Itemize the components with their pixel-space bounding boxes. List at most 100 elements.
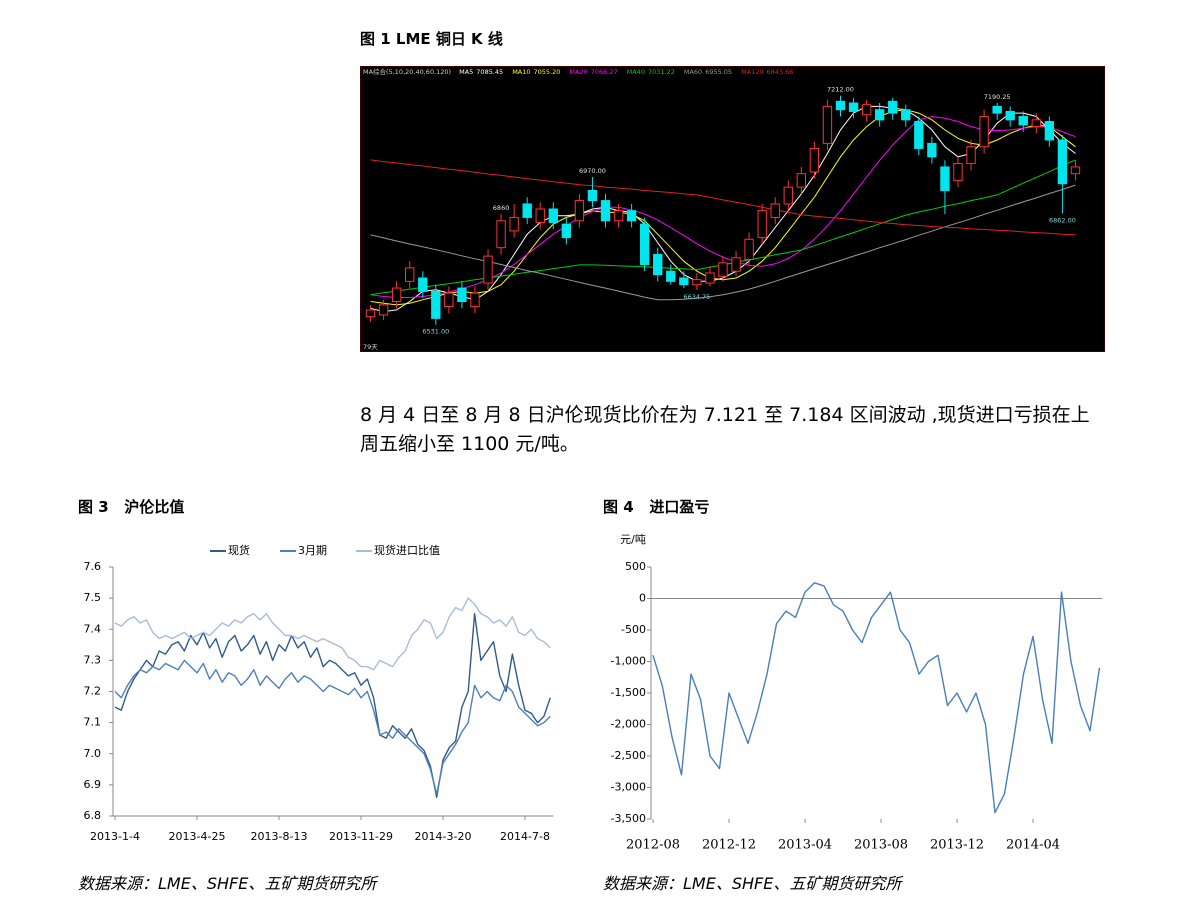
candle-body (431, 290, 441, 319)
candle-body (979, 115, 989, 148)
candle-body (1031, 119, 1041, 128)
candle-body (522, 203, 532, 218)
paragraph-line: 周五缩小至 1100 元/吨。 (360, 433, 579, 455)
legend-name: MA120 (741, 68, 763, 76)
y-tick-label: 0 (639, 592, 646, 605)
price-annotation: 7212.00 (827, 86, 854, 94)
legend-value: 7085.45 (476, 68, 503, 76)
candle-body (914, 121, 924, 149)
x-tick-label: 2013-4-25 (169, 830, 226, 843)
candle-body (509, 216, 519, 232)
series-line (114, 613, 551, 798)
legend-value: 7055.20 (534, 68, 561, 76)
y-tick-label: 7.6 (84, 560, 102, 573)
candle-body (365, 309, 376, 318)
y-tick-label: 500 (625, 560, 646, 573)
price-annotation: 6634.75 (683, 293, 710, 301)
candle-body (796, 173, 807, 188)
candle-body (966, 146, 976, 165)
candle-body (666, 270, 676, 282)
x-tick-label: 2013-08 (854, 838, 908, 853)
candle-body (418, 277, 428, 292)
candle-body (561, 223, 572, 239)
candle-body (1005, 110, 1015, 121)
y-tick-label: 7.2 (84, 685, 102, 698)
legend-value: 7066.27 (591, 68, 618, 76)
x-tick-label: 2013-1-4 (90, 830, 140, 843)
candle-body (483, 255, 493, 284)
candle-body (626, 210, 637, 222)
series-line (114, 597, 551, 671)
candle-body (705, 272, 715, 284)
series-line (652, 582, 1101, 814)
y-tick-label: -1,000 (611, 655, 646, 668)
figure-title: 图 1 LME 铜日 K 线 (360, 30, 503, 48)
candle-body (535, 208, 545, 223)
candle-body (940, 166, 950, 191)
y-tick-label: 7.1 (84, 716, 102, 729)
candle-body (548, 208, 558, 223)
candle-body (861, 104, 872, 116)
candle-body (444, 292, 454, 308)
candle-body (470, 292, 480, 308)
x-tick-label: 2012-08 (626, 838, 680, 853)
candle-body (587, 189, 598, 202)
candle-body (1018, 115, 1028, 126)
indicator-label: MA综合(5,10,20,40,60,120) (363, 67, 451, 76)
x-tick-label: 2013-11-29 (329, 830, 393, 843)
candle-body (874, 109, 885, 121)
candle-body (731, 257, 741, 272)
candle-body (574, 200, 585, 222)
legend-name: MA5 (459, 68, 473, 76)
candle-body (757, 210, 767, 239)
paragraph-line: 8 月 4 日至 8 月 8 日沪伦现货比价在为 7.121 至 7.184 区… (360, 404, 1090, 426)
x-tick-label: 2014-3-20 (415, 830, 472, 843)
y-tick-label: -2,000 (611, 718, 646, 731)
candlestick-chart: 6531.00 6970.00 6634.75 7212.00 6860 7190.25 6… (360, 66, 1105, 352)
y-tick-label: -3,000 (611, 781, 646, 794)
candle-body (391, 287, 402, 303)
source-note: 数据来源：LME、SHFE、五矿期货研究所 (603, 874, 902, 893)
legend-label: 3月期 (298, 544, 327, 557)
x-tick-label: 2013-04 (778, 838, 832, 853)
figure-title: 图 3 沪伦比值 (78, 498, 185, 516)
legend-name: MA10 (512, 68, 530, 76)
source-note: 数据来源：LME、SHFE、五矿期货研究所 (78, 874, 377, 893)
x-tick-label: 2012-12 (702, 838, 756, 853)
chart-background (360, 66, 1105, 352)
legend-value: 6843.66 (767, 68, 794, 76)
legend-name: MA20 (569, 68, 587, 76)
candle-body (679, 277, 689, 286)
candle-body (378, 304, 389, 316)
y-tick-label: -2,500 (611, 749, 646, 762)
candle-body (405, 267, 415, 282)
candle-body (600, 200, 611, 222)
candle-body (613, 210, 624, 222)
x-tick-label: 2013-12 (930, 838, 984, 853)
y-tick-label: 7.4 (84, 622, 102, 635)
candle-body (1044, 121, 1055, 141)
price-annotation: 6862.00 (1049, 216, 1076, 224)
candle-body (653, 253, 663, 276)
x-tick-label: 2014-04 (1006, 838, 1060, 853)
candle-body (639, 223, 650, 266)
price-annotation: 6860 (493, 204, 510, 212)
y-tick-label: 6.8 (84, 809, 102, 822)
y-tick-label: 6.9 (84, 778, 102, 791)
candle-body (718, 262, 728, 277)
candle-body (809, 147, 820, 173)
candle-body (783, 186, 793, 205)
x-tick-label: 2014-7-8 (500, 830, 550, 843)
candle-body (822, 105, 833, 144)
candle-body (692, 279, 702, 286)
candle-body (1070, 166, 1081, 175)
price-annotation: 6970.00 (579, 167, 606, 175)
y-axis-label: 元/吨 (620, 533, 646, 546)
period-label: 79天 (363, 343, 378, 351)
ma-line (370, 159, 1076, 236)
candle-body (835, 100, 846, 111)
candle-body (457, 287, 467, 303)
